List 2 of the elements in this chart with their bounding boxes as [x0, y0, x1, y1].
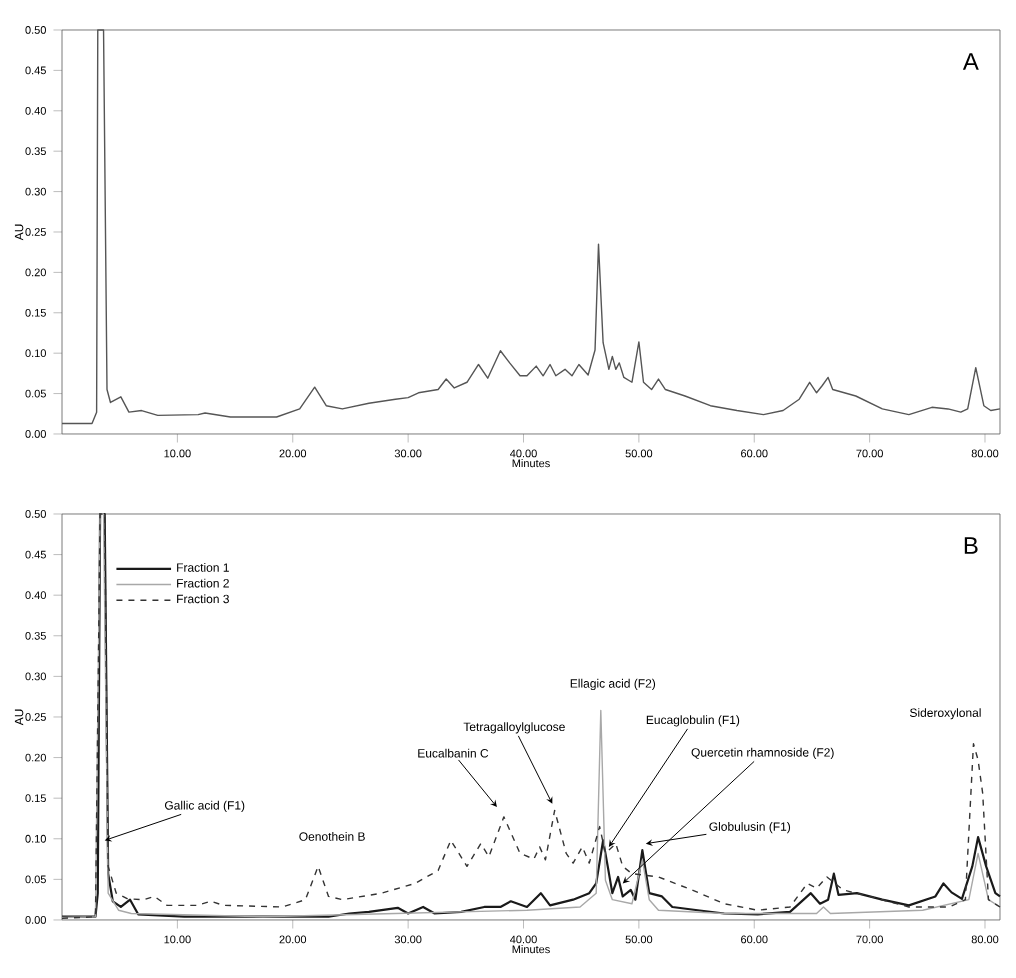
annotation: A	[962, 53, 979, 70]
annotation: B	[964, 537, 978, 554]
